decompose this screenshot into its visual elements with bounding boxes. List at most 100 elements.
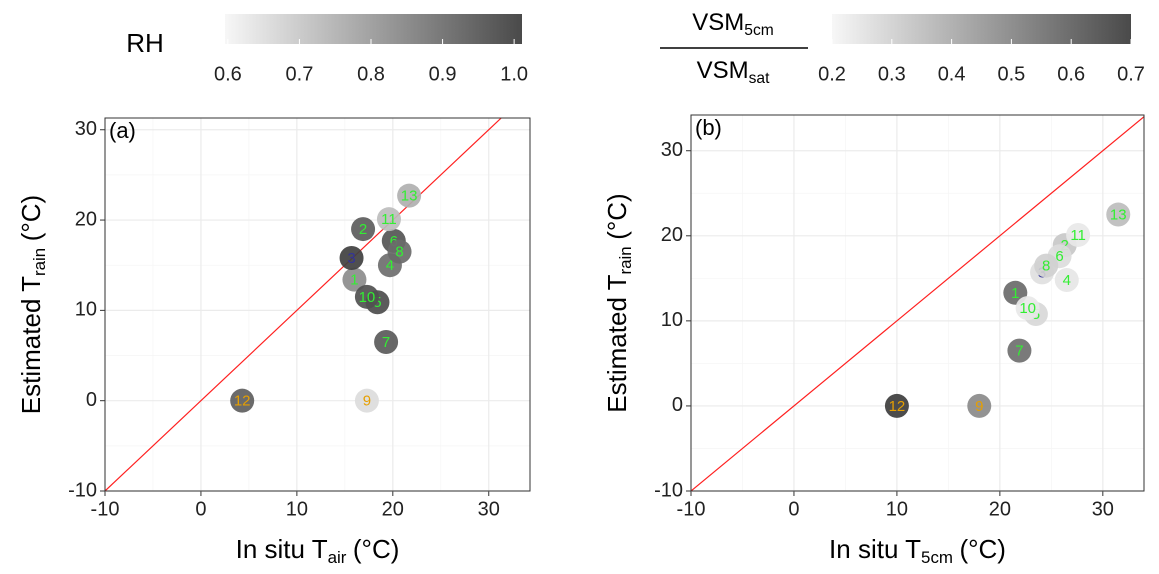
- point-label: 13: [1110, 206, 1127, 223]
- point-label: 1: [350, 272, 358, 289]
- colorbar-tick-label: 0.3: [878, 63, 906, 85]
- label-text: Estimated T: [602, 274, 632, 412]
- colorbar-tick-label: 0.7: [286, 63, 314, 85]
- data-point: [387, 239, 412, 264]
- y-tick-label: 0: [86, 389, 97, 411]
- y-axis-label: Estimated Train (°C): [602, 193, 635, 412]
- x-tick-label: 20: [382, 498, 404, 520]
- x-axis-label: In situ Tair (°C): [236, 534, 400, 567]
- data-point: [230, 388, 255, 413]
- colorbar-tick-label: 0.5: [997, 63, 1025, 85]
- y-tick-label: 10: [661, 309, 683, 331]
- x-tick-label: 10: [886, 498, 908, 520]
- data-point: [967, 393, 992, 418]
- colorbar-tick-label: 0.2: [818, 63, 846, 85]
- data-point: [351, 217, 376, 242]
- label-text: In situ T: [829, 534, 921, 564]
- label-text: In situ T: [236, 534, 328, 564]
- point-label: 9: [363, 393, 371, 410]
- colorbar: [225, 14, 522, 44]
- x-tick-label: 30: [478, 498, 500, 520]
- data-point: [1106, 202, 1131, 227]
- colorbar-tick-label: 0.6: [1057, 63, 1085, 85]
- label-text: VSM: [692, 9, 744, 36]
- label-unit: (°C): [16, 195, 46, 242]
- data-point: [339, 245, 364, 270]
- point-label: 11: [381, 211, 397, 228]
- point-label: 10: [359, 289, 376, 306]
- data-point: [1054, 268, 1079, 293]
- point-label: 10: [1019, 300, 1036, 317]
- plot-border: [690, 114, 1145, 492]
- y-axis-label: Estimated Train (°C): [16, 195, 49, 414]
- point-label: 9: [975, 398, 983, 415]
- x-tick-label: 20: [989, 498, 1011, 520]
- x-tick-label: -10: [91, 498, 120, 520]
- data-point: [397, 183, 422, 208]
- colorbar-title-denominator: VSMsat: [697, 57, 770, 87]
- plot-background: [105, 118, 530, 491]
- y-tick-label: 30: [661, 139, 683, 161]
- y-tick-label: -10: [68, 479, 97, 501]
- label-unit: (°C): [602, 193, 632, 240]
- point-label: 7: [1015, 343, 1023, 360]
- data-point: [342, 267, 367, 292]
- point-label: 4: [1063, 272, 1071, 289]
- panel-label: (b): [695, 115, 722, 140]
- y-tick-label: 30: [75, 118, 97, 140]
- data-point: [376, 207, 401, 232]
- point-label: 1: [1011, 285, 1019, 302]
- panel-label: (a): [109, 118, 136, 143]
- data-point: [374, 329, 399, 354]
- identity-line: [105, 118, 502, 491]
- colorbar-tick-label: 0.9: [429, 63, 457, 85]
- plot-border: [104, 117, 531, 492]
- point-label: 2: [359, 221, 367, 238]
- y-tick-label: 10: [75, 299, 97, 321]
- data-point: [884, 393, 909, 418]
- point-label: 3: [347, 250, 355, 267]
- data-point: [1007, 338, 1032, 363]
- point-label: 7: [382, 334, 390, 351]
- x-tick-label: 0: [195, 498, 206, 520]
- y-tick-label: -10: [654, 479, 683, 501]
- data-point: [1066, 222, 1091, 247]
- label-unit: (°C): [353, 534, 400, 564]
- colorbar-tick-label: 0.7: [1117, 63, 1145, 85]
- data-point: [1034, 253, 1059, 278]
- point-label: 11: [1070, 227, 1086, 244]
- x-tick-label: -10: [677, 498, 706, 520]
- point-label: 4: [386, 257, 394, 274]
- label-sub: sat: [749, 70, 770, 87]
- point-label: 5: [373, 294, 381, 311]
- colorbar-title: RH: [126, 28, 164, 58]
- data-point: [1015, 296, 1040, 321]
- x-axis-label: In situ T5cm (°C): [829, 534, 1006, 567]
- y-tick-label: 20: [661, 224, 683, 246]
- point-label: 8: [1042, 258, 1050, 275]
- label-text: Estimated T: [16, 276, 46, 414]
- data-point: [354, 388, 379, 413]
- point-label: 12: [234, 393, 251, 410]
- label-unit: (°C): [959, 534, 1006, 564]
- label-sub: 5cm: [744, 22, 773, 39]
- y-tick-label: 20: [75, 208, 97, 230]
- point-label: 13: [401, 188, 418, 205]
- x-tick-label: 30: [1092, 498, 1114, 520]
- colorbar: [832, 14, 1131, 44]
- label-text: VSM: [697, 57, 749, 84]
- x-tick-label: 10: [286, 498, 308, 520]
- colorbar-tick-label: 0.4: [938, 63, 966, 85]
- colorbar-title-numerator: VSM5cm: [692, 9, 773, 39]
- x-tick-label: 0: [788, 498, 799, 520]
- data-point: [354, 284, 379, 309]
- point-label: 6: [1055, 248, 1063, 265]
- point-label: 12: [889, 398, 906, 415]
- label-sub: rain: [616, 246, 635, 274]
- colorbar-tick-label: 0.8: [357, 63, 385, 85]
- point-label: 8: [395, 244, 403, 261]
- label-sub: air: [328, 548, 347, 567]
- identity-line: [691, 116, 1144, 491]
- colorbar-tick-label: 1.0: [500, 63, 528, 85]
